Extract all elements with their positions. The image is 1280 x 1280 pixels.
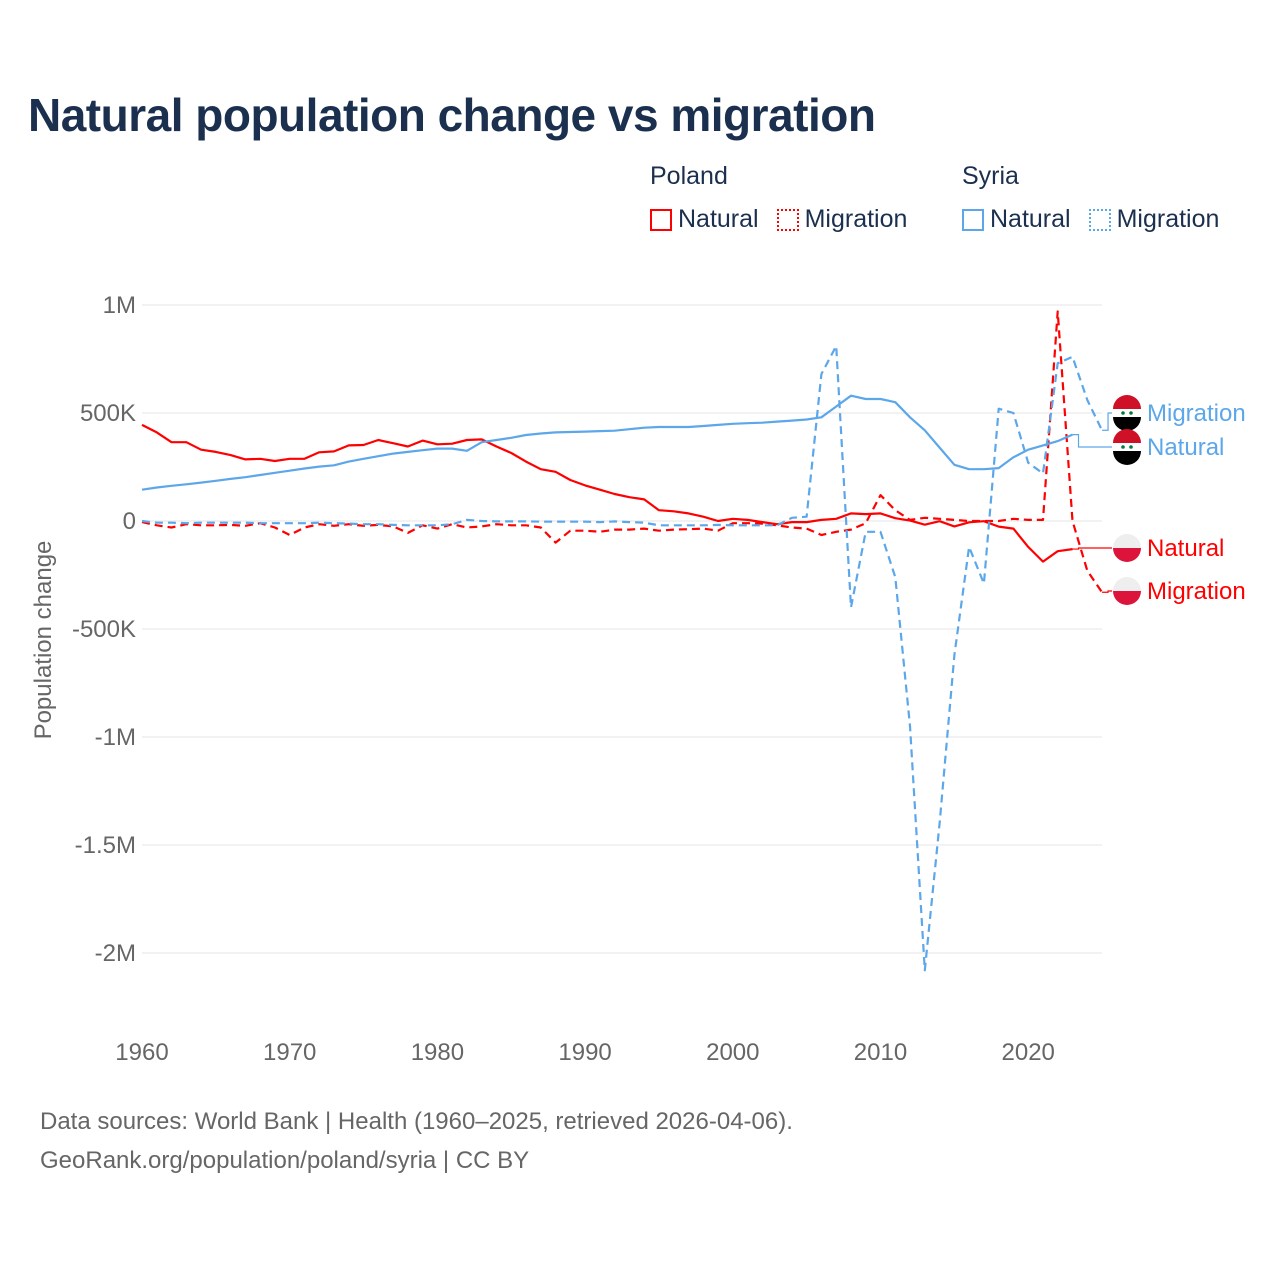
x-tick-label: 1980	[411, 1039, 464, 1066]
poland-natural-line	[141, 423, 1073, 563]
label-connector	[1072, 434, 1112, 448]
x-tick-label: 2020	[1002, 1039, 1055, 1066]
legend-syria: Natural Migration	[962, 205, 1219, 234]
legend-poland-migration[interactable]: Migration	[776, 205, 908, 234]
x-tick-label: 1990	[558, 1039, 611, 1066]
syria-natural-line	[141, 394, 1073, 491]
syria-flag-icon	[1113, 417, 1141, 431]
dotted-swatch-icon	[776, 208, 799, 231]
dotted-swatch-icon	[1088, 208, 1111, 231]
syria-flag-icon	[1113, 395, 1141, 409]
footer-link[interactable]: GeoRank.org/population/poland/syria | CC…	[40, 1147, 530, 1174]
syria-flag-icon	[1113, 451, 1141, 465]
chart-title: Natural population change vs migration	[28, 89, 876, 141]
star-icon	[1129, 445, 1133, 449]
syria-flag-icon	[1113, 429, 1141, 443]
label-connector	[1102, 590, 1112, 593]
line-chart: Population change 1M 500K 0 -500K -1M -1.5M -2…	[30, 292, 1246, 1066]
star-icon	[1129, 411, 1133, 415]
y-tick-label: 500K	[80, 400, 136, 427]
x-tick-label: 2010	[854, 1039, 907, 1066]
star-icon	[1121, 445, 1125, 449]
legend-label: Natural	[678, 205, 759, 233]
label-connector	[1102, 412, 1112, 431]
legend-poland: Natural Migration	[650, 205, 907, 234]
legend-group-syria: Syria	[962, 162, 1019, 190]
poland-flag-icon	[1113, 591, 1141, 605]
end-label: Natural	[1147, 434, 1224, 461]
legend-label: Migration	[1116, 205, 1220, 233]
footer-sources: Data sources: World Bank | Health (1960–…	[40, 1108, 793, 1135]
y-tick-label: 1M	[103, 292, 136, 319]
end-label: Migration	[1147, 578, 1246, 605]
star-icon	[1121, 411, 1125, 415]
label-connector	[1072, 547, 1112, 550]
legend-label: Migration	[804, 205, 908, 233]
x-tick-label: 2000	[706, 1039, 759, 1066]
y-tick-label: -500K	[72, 616, 136, 643]
y-tick-label: -1.5M	[75, 832, 136, 859]
y-tick-label: -1M	[95, 724, 136, 751]
legend-syria-migration[interactable]: Migration	[1088, 205, 1220, 234]
legend-group-poland: Poland	[650, 162, 728, 190]
end-label: Natural	[1147, 535, 1224, 562]
legend-poland-natural[interactable]: Natural	[650, 205, 759, 234]
y-axis-label: Population change	[30, 541, 57, 740]
x-tick-label: 1970	[263, 1039, 316, 1066]
legend-syria-natural[interactable]: Natural	[962, 205, 1071, 234]
poland-flag-icon	[1113, 548, 1141, 562]
y-tick-label: -2M	[95, 940, 136, 967]
syria-migration-line	[141, 344, 1103, 972]
poland-migration-line	[141, 310, 1103, 593]
x-tick-label: 1960	[115, 1039, 168, 1066]
y-tick-label: 0	[123, 508, 136, 535]
solid-swatch-icon	[962, 208, 984, 231]
legend-label: Natural	[990, 205, 1071, 233]
solid-swatch-icon	[650, 208, 672, 231]
end-label: Migration	[1147, 400, 1246, 427]
